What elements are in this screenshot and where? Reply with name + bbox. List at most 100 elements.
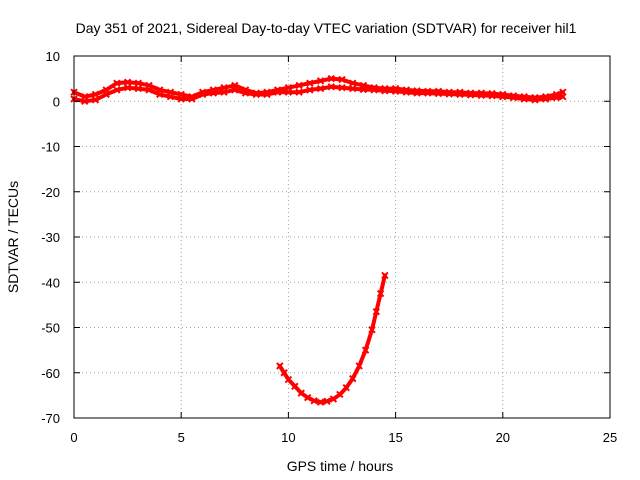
y-tick-label: -10 [41, 140, 60, 155]
x-tick-label: 5 [178, 430, 185, 445]
x-tick-label: 10 [281, 430, 295, 445]
data-point [280, 369, 288, 377]
data-point [81, 97, 89, 105]
data-point [134, 79, 143, 87]
x-axis-label: GPS time / hours [287, 458, 394, 474]
data-point [306, 86, 314, 94]
data-point [349, 374, 357, 383]
data-point [145, 86, 153, 94]
data-point [531, 96, 539, 104]
data-point [220, 88, 228, 96]
data-point [323, 397, 331, 405]
data-point [327, 83, 335, 91]
data-point [252, 90, 260, 99]
y-axis-label: SDTVAR / TECUs [5, 181, 21, 293]
data-point [349, 84, 357, 93]
data-point [295, 88, 303, 96]
data-point [231, 86, 239, 94]
y-tick-label: -70 [41, 411, 60, 426]
chart-title: Day 351 of 2021, Sidereal Day-to-day VTE… [76, 20, 577, 36]
data-point [466, 91, 475, 99]
y-tick-label: -60 [41, 366, 60, 381]
data-point [209, 89, 218, 97]
data-point [376, 289, 385, 298]
data-point [297, 389, 305, 397]
data-point [355, 362, 363, 370]
data-point [361, 346, 370, 354]
data-series [70, 74, 567, 406]
y-tick-label: 0 [53, 94, 60, 109]
axis-ticks: 0 5 10 15 20 25 10 0 -10 -20 -30 -40 -50 -60 -70 [41, 49, 617, 445]
x-tick-label: 15 [388, 430, 402, 445]
x-tick-label: 0 [70, 430, 77, 445]
data-point [402, 88, 411, 96]
data-point [113, 79, 121, 87]
data-point [338, 83, 346, 92]
data-point [559, 93, 567, 101]
data-point [445, 90, 453, 98]
y-tick-label: -30 [41, 230, 60, 245]
data-point [295, 81, 303, 90]
data-point [284, 375, 293, 384]
data-point [391, 87, 400, 96]
data-point [370, 86, 378, 94]
data-point [336, 390, 344, 399]
data-point [156, 90, 164, 99]
data-point [241, 89, 250, 97]
data-point [381, 271, 389, 280]
data-point [303, 393, 312, 402]
data-point [306, 79, 314, 87]
data-point [198, 90, 207, 99]
data-point [123, 83, 132, 92]
data-point [316, 84, 325, 93]
data-point [520, 95, 528, 103]
data-point [166, 93, 175, 101]
data-point [102, 90, 110, 99]
data-point [338, 75, 346, 84]
data-point [552, 93, 561, 102]
data-point [263, 90, 271, 99]
data-point [188, 95, 196, 103]
data-point [316, 398, 325, 406]
data-point [177, 95, 185, 103]
data-point [316, 77, 325, 85]
data-point [424, 89, 432, 97]
data-point [310, 397, 318, 405]
x-tick-label: 25 [603, 430, 617, 445]
data-point [488, 92, 496, 100]
data-point [327, 74, 335, 83]
y-tick-label: -20 [41, 185, 60, 200]
data-point [349, 79, 357, 87]
y-tick-label: -50 [41, 321, 60, 336]
data-point [381, 87, 389, 95]
y-tick-label: -40 [41, 275, 60, 290]
series-dip [276, 271, 389, 406]
data-point [91, 96, 100, 104]
data-point [541, 95, 550, 103]
data-point [342, 383, 350, 392]
data-point [329, 395, 338, 403]
data-point [359, 85, 368, 94]
y-tick-label: 10 [46, 49, 60, 64]
x-tick-label: 20 [496, 430, 510, 445]
series-band-b [70, 83, 567, 105]
data-point [499, 93, 507, 101]
grid [74, 56, 610, 418]
data-point [113, 86, 121, 94]
data-point [456, 90, 464, 99]
data-point [276, 362, 284, 370]
data-point [434, 89, 443, 98]
data-point [509, 93, 518, 102]
data-point [273, 88, 282, 96]
data-point [413, 89, 421, 97]
data-point [372, 307, 381, 316]
data-point [123, 78, 132, 86]
data-point [134, 84, 143, 93]
data-point [291, 382, 299, 391]
data-point [368, 326, 376, 334]
data-point [477, 91, 486, 100]
data-point [91, 90, 100, 99]
data-point [284, 88, 293, 96]
